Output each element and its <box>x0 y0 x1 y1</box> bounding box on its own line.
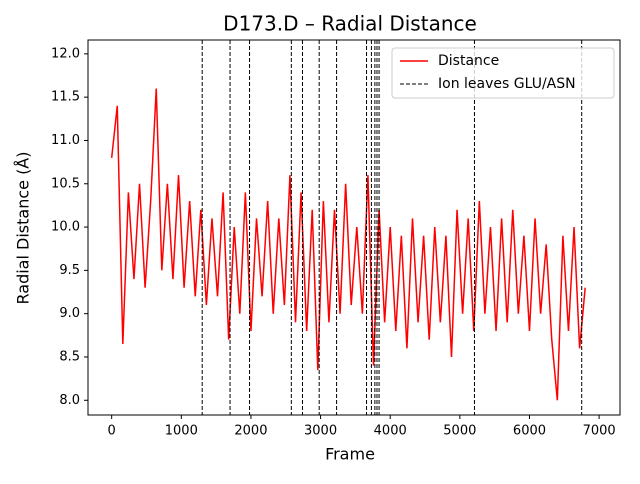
legend-label: Distance <box>438 53 499 69</box>
y-tick-label: 11.0 <box>51 133 80 148</box>
y-tick-label: 11.5 <box>51 90 80 105</box>
y-tick-label: 12.0 <box>51 46 80 61</box>
x-tick-label: 3000 <box>304 424 337 439</box>
x-tick-label: 5000 <box>443 424 476 439</box>
chart-title: D173.D – Radial Distance <box>223 12 477 36</box>
x-tick-label: 6000 <box>513 424 546 439</box>
legend-box <box>391 47 615 99</box>
x-tick-label: 0 <box>108 424 116 439</box>
x-tick-label: 7000 <box>583 424 616 439</box>
data-line <box>110 88 586 401</box>
x-tick-label: 4000 <box>374 424 407 439</box>
y-axis-label: Radial Distance (Å) <box>14 152 33 305</box>
x-tick-label: 2000 <box>234 424 267 439</box>
x-tick-label: 1000 <box>165 424 198 439</box>
y-tick-label: 10.5 <box>51 176 80 191</box>
y-tick-label: 9.0 <box>59 306 80 321</box>
y-tick-label: 10.0 <box>51 220 80 235</box>
y-tick-label: 9.5 <box>59 263 80 278</box>
legend-label: Ion leaves GLU/ASN <box>438 76 576 92</box>
y-tick-label: 8.0 <box>59 393 80 408</box>
x-axis-label: Frame <box>325 445 375 464</box>
y-tick-label: 8.5 <box>59 349 80 364</box>
plot-frame <box>87 39 621 416</box>
